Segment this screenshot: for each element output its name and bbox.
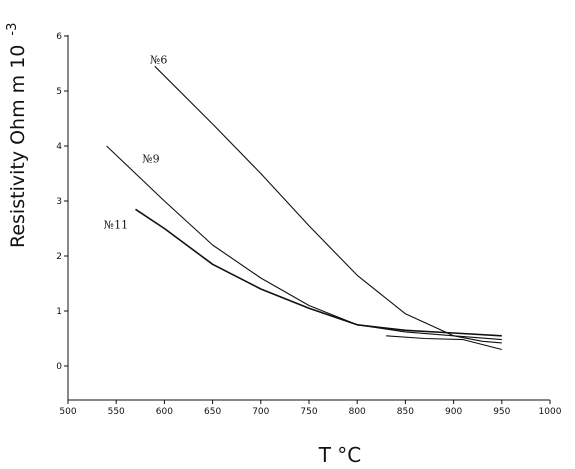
- x-tick-label: 700: [252, 407, 269, 417]
- series-line: [106, 145, 502, 341]
- x-tick-label: 950: [493, 407, 510, 417]
- y-ticks: 0 1 2 3 4 5 6: [56, 32, 68, 372]
- x-ticks: 500 550 600 650 700 750 800 850 900 950 1000: [59, 400, 562, 417]
- x-tick-label: 550: [108, 407, 125, 417]
- x-tick-label: 1000: [539, 407, 562, 417]
- x-axis-title: T °C: [318, 443, 362, 467]
- series-line: [135, 208, 502, 337]
- y-axis-title-exponent: -3: [5, 23, 20, 36]
- y-tick-label: 1: [56, 307, 62, 317]
- x-tick-label: 650: [204, 407, 221, 417]
- series-lines: [106, 65, 502, 351]
- x-tick-label: 600: [156, 407, 173, 417]
- series-label: №11: [104, 219, 128, 232]
- series-line: [386, 335, 502, 351]
- x-tick-label: 500: [59, 407, 76, 417]
- x-tick-label: 900: [445, 407, 462, 417]
- y-axis-title: Resistivity Ohm m 10 -3: [5, 23, 29, 248]
- x-tick-label: 800: [349, 407, 366, 417]
- y-tick-label: 5: [56, 87, 62, 97]
- y-tick-label: 6: [56, 32, 62, 42]
- series-line: [154, 65, 502, 344]
- x-tick-label: 850: [397, 407, 414, 417]
- x-axis: 500 550 600 650 700 750 800 850 900 950 1000: [59, 399, 562, 417]
- y-tick-label: 3: [56, 197, 62, 207]
- series-labels: №6 №9 №11: [104, 54, 168, 232]
- x-tick-label: 750: [300, 407, 317, 417]
- y-tick-label: 0: [56, 362, 62, 372]
- series-label: №6: [150, 54, 167, 67]
- y-tick-label: 2: [56, 252, 62, 262]
- y-axis: 0 1 2 3 4 5 6: [56, 32, 69, 400]
- y-tick-label: 4: [56, 142, 62, 152]
- series-label: №9: [142, 153, 159, 166]
- y-axis-title-main: Resistivity Ohm m 10: [7, 45, 29, 248]
